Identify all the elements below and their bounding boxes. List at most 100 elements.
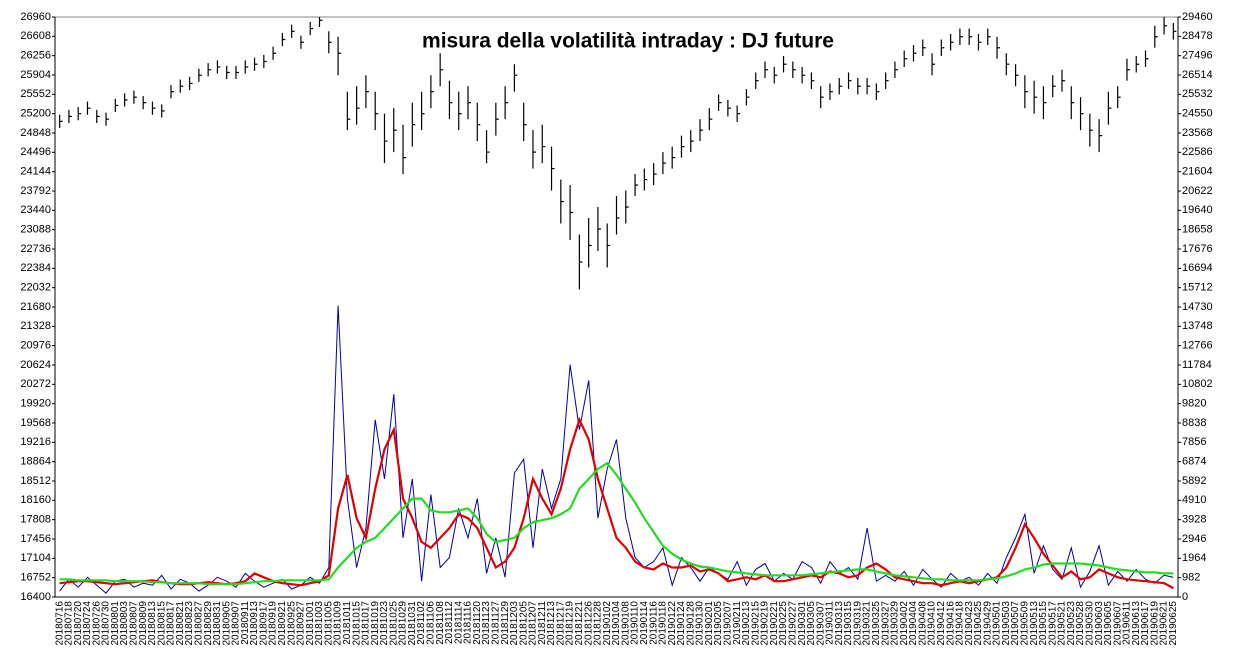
x-tick-label: 20181228	[593, 601, 604, 646]
x-tick-label: 20181102	[416, 601, 427, 645]
x-tick-label: 20190102	[602, 601, 613, 646]
y-tick-label: 26256	[20, 50, 51, 62]
y-tick-label: 25200	[20, 108, 51, 120]
x-tick-label: 20180813	[147, 601, 158, 646]
x-tick-label: 20190118	[658, 601, 669, 645]
y-tick-label: 22032	[20, 282, 51, 294]
y-tick-label: 23440	[20, 204, 51, 216]
x-tick-label: 20181017	[361, 601, 372, 646]
x-tick-label: 20190423	[964, 601, 975, 646]
y-tick-label: 18512	[20, 475, 51, 487]
x-tick-label: 20190124	[676, 601, 687, 646]
x-tick-label: 20190501	[992, 601, 1003, 646]
y-tick-label: 24496	[20, 146, 51, 158]
y-tick-label: 24144	[20, 166, 51, 178]
y-tick-label: 20272	[20, 378, 51, 390]
x-tick-label: 20181203	[509, 601, 520, 646]
y-tick-label: 22736	[20, 243, 51, 255]
x-tick-label: 20181029	[398, 601, 409, 646]
x-tick-label: 20181129	[500, 601, 511, 645]
x-tick-label: 20190509	[1020, 601, 1031, 646]
x-tick-label: 20180927	[296, 601, 307, 646]
x-tick-label: 20190521	[1057, 601, 1068, 646]
x-tick-label: 20181219	[565, 601, 576, 646]
x-tick-label: 20181120	[472, 601, 483, 645]
x-tick-label: 20181106	[426, 601, 437, 645]
x-tick-label: 20181019	[370, 601, 381, 646]
y2-tick-label: 19640	[1182, 204, 1213, 216]
y-tick-label: 22384	[20, 262, 51, 274]
y2-tick-label: 7856	[1182, 436, 1206, 448]
x-tick-label: 20181226	[583, 601, 594, 646]
x-tick-label: 20190205	[713, 601, 724, 646]
x-tick-label: 20181213	[546, 601, 557, 646]
y2-tick-label: 15712	[1182, 282, 1213, 294]
x-tick-label: 20190211	[732, 601, 743, 645]
x-tick-label: 20190319	[852, 601, 863, 646]
volatility-line	[59, 305, 1174, 594]
x-tick-label: 20190301	[797, 601, 808, 646]
x-tick-label: 20181116	[463, 601, 474, 644]
x-tick-label: 20181025	[388, 601, 399, 646]
x-tick-label: 20190104	[611, 601, 622, 646]
x-tick-label: 20190605	[1103, 601, 1114, 646]
y2-tick-label: 9820	[1182, 398, 1206, 410]
x-tick-label: 20190215	[750, 601, 761, 646]
y2-tick-label: 29460	[1182, 11, 1213, 23]
x-tick-label: 20190122	[667, 601, 678, 646]
y-tick-label: 21680	[20, 301, 51, 313]
y-tick-label: 18160	[20, 494, 51, 506]
x-tick-label: 20190515	[1038, 601, 1049, 646]
y2-tick-label: 6874	[1182, 456, 1206, 468]
x-tick-label: 20190116	[648, 601, 659, 645]
y-tick-label: 16400	[20, 591, 51, 603]
x-tick-label: 20190114	[639, 601, 650, 645]
x-tick-label: 20180803	[119, 601, 130, 646]
x-tick-label: 20181123	[481, 601, 492, 645]
x-tick-label: 20180801	[110, 601, 121, 646]
x-tick-label: 20190408	[917, 601, 928, 646]
y2-tick-label: 5892	[1182, 475, 1206, 487]
y2-tick-label: 2946	[1182, 533, 1206, 545]
x-tick-label: 20190225	[778, 601, 789, 646]
y-tick-label: 19920	[20, 398, 51, 410]
x-tick-label: 20180925	[286, 601, 297, 646]
x-tick-label: 20181211	[537, 601, 548, 645]
x-tick-label: 20180829	[203, 601, 214, 646]
x-tick-label: 20180724	[82, 601, 93, 646]
x-tick-label: 20190219	[760, 601, 771, 646]
x-tick-label: 20180817	[166, 601, 177, 646]
x-tick-label: 20180907	[231, 601, 242, 646]
x-tick-label: 20190523	[1066, 601, 1077, 646]
y-tick-label: 24848	[20, 127, 51, 139]
y-tick-label: 20976	[20, 340, 51, 352]
x-tick-label: 20190429	[982, 601, 993, 646]
x-tick-label: 20190201	[704, 601, 715, 646]
x-tick-label: 20180807	[129, 601, 140, 646]
x-tick-label: 20180720	[73, 601, 84, 646]
x-tick-label: 20181205	[518, 601, 529, 646]
y2-tick-label: 10802	[1182, 378, 1213, 390]
x-tick-label: 20180726	[91, 601, 102, 646]
x-tick-label: 20190611	[1122, 601, 1133, 645]
y2-tick-label: 27496	[1182, 50, 1213, 62]
x-tick-label: 20190603	[1094, 601, 1105, 646]
y2-tick-label: 3928	[1182, 514, 1206, 526]
x-tick-label: 20180905	[221, 601, 232, 646]
x-tick-label: 20190329	[890, 601, 901, 646]
x-tick-label: 20190213	[741, 601, 752, 646]
x-tick-label: 20190313	[834, 601, 845, 646]
y-tick-label: 25552	[20, 88, 51, 100]
x-tick-label: 20190227	[787, 601, 798, 646]
x-tick-label: 20190327	[880, 601, 891, 646]
x-tick-label: 20190321	[862, 601, 873, 646]
y-tick-label: 17104	[20, 552, 51, 564]
x-tick-label: 20181127	[490, 601, 501, 645]
x-tick-label: 20180827	[193, 601, 204, 646]
y2-tick-label: 25532	[1182, 88, 1213, 100]
x-tick-label: 20190507	[1010, 601, 1021, 646]
x-tick-label: 20190619	[1149, 601, 1160, 646]
x-tick-label: 20190402	[899, 601, 910, 646]
y-tick-label: 19216	[20, 436, 51, 448]
